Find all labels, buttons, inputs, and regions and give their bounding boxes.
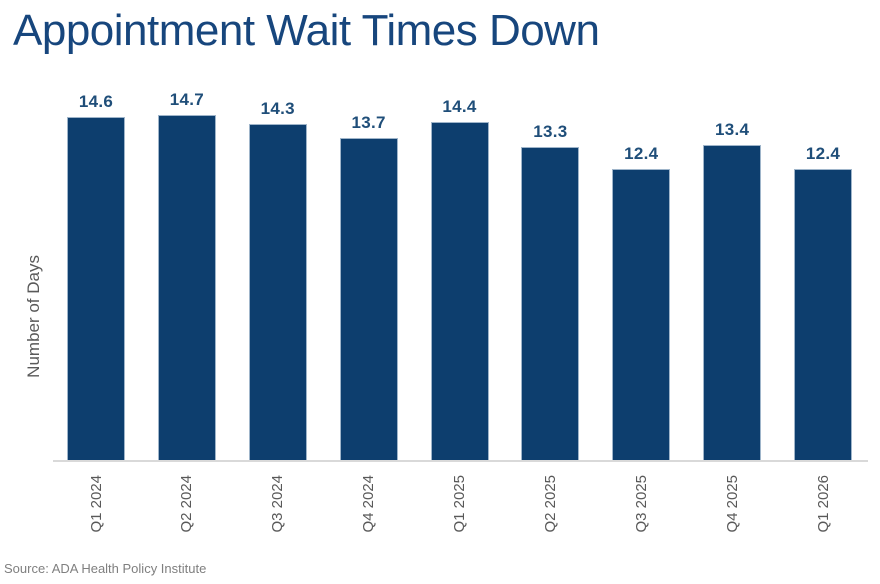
- bar-q1-2026: [794, 169, 852, 460]
- bar-slot-q3-2024: 14.3: [248, 99, 307, 460]
- x-tick-slot-q1-2025: Q1 2025: [431, 475, 489, 533]
- x-tick-slot-q1-2024: Q1 2024: [67, 475, 125, 533]
- bar-value-label: 12.4: [624, 144, 659, 163]
- x-axis-ticks: Q1 2024 Q2 2024 Q3 2024 Q4 2024 Q1 2025 Q2 20…: [53, 475, 868, 533]
- x-tick-slot-q3-2024: Q3 2024: [249, 475, 307, 533]
- x-tick-label: Q2 2024: [178, 475, 196, 533]
- bar-q2-2025: [521, 147, 580, 460]
- x-tick-label: Q2 2025: [541, 475, 559, 533]
- bar-slot-q3-2025: 12.4: [612, 144, 671, 460]
- bar-q1-2025: [430, 122, 489, 460]
- bar-value-label: 13.4: [714, 120, 750, 139]
- bar-slot-q1-2025: 14.4: [430, 97, 489, 460]
- bar-value-label: 14.3: [260, 99, 295, 118]
- bar-slot-q2-2024: 14.7: [157, 90, 216, 460]
- bar-value-label: 13.7: [351, 113, 386, 132]
- x-tick-slot-q2-2025: Q2 2025: [521, 475, 579, 533]
- chart-title: Appointment Wait Times Down: [13, 6, 600, 55]
- y-axis-title: Number of Days: [24, 255, 43, 378]
- bar-slot-q1-2026: 12.4: [794, 144, 852, 460]
- x-tick-label: Q3 2025: [632, 475, 650, 533]
- x-tick-label: Q4 2024: [360, 475, 378, 533]
- bar-value-label: 14.6: [78, 92, 114, 111]
- plot-area: 14.6 14.7 14.3 13.7 14.4 13.3 12.4 13.4 12.4: [53, 85, 868, 462]
- bar-value-label: 14.4: [442, 97, 477, 116]
- bar-value-label: 14.7: [169, 90, 205, 109]
- bar-q3-2024: [248, 124, 307, 460]
- bar-slot-q4-2024: 13.7: [339, 113, 398, 460]
- bar-slot-q1-2024: 14.6: [67, 92, 125, 460]
- bar-q3-2025: [612, 169, 671, 460]
- x-tick-slot-q3-2025: Q3 2025: [612, 475, 670, 533]
- bar-slot-q2-2025: 13.3: [521, 122, 580, 460]
- bar-q1-2024: [67, 117, 125, 460]
- x-tick-label: Q1 2026: [814, 475, 832, 533]
- x-tick-slot-q4-2025: Q4 2025: [703, 475, 761, 533]
- x-tick-label: Q1 2024: [87, 475, 105, 533]
- bar-value-label: 13.3: [533, 122, 568, 141]
- source-note: Source: ADA Health Policy Institute: [4, 561, 207, 576]
- bar-q4-2025: [703, 145, 762, 460]
- x-tick-label: Q1 2025: [451, 475, 468, 533]
- x-tick-label: Q3 2024: [269, 475, 287, 533]
- x-tick-slot-q2-2024: Q2 2024: [158, 475, 216, 533]
- x-tick-slot-q1-2026: Q1 2026: [794, 475, 852, 533]
- bar-q2-2024: [157, 115, 216, 460]
- bar-q4-2024: [339, 138, 398, 460]
- x-tick-label: Q4 2025: [723, 475, 741, 533]
- bar-slot-q4-2025: 13.4: [703, 120, 762, 460]
- x-tick-slot-q4-2024: Q4 2024: [340, 475, 398, 533]
- bar-value-label: 12.4: [805, 144, 841, 163]
